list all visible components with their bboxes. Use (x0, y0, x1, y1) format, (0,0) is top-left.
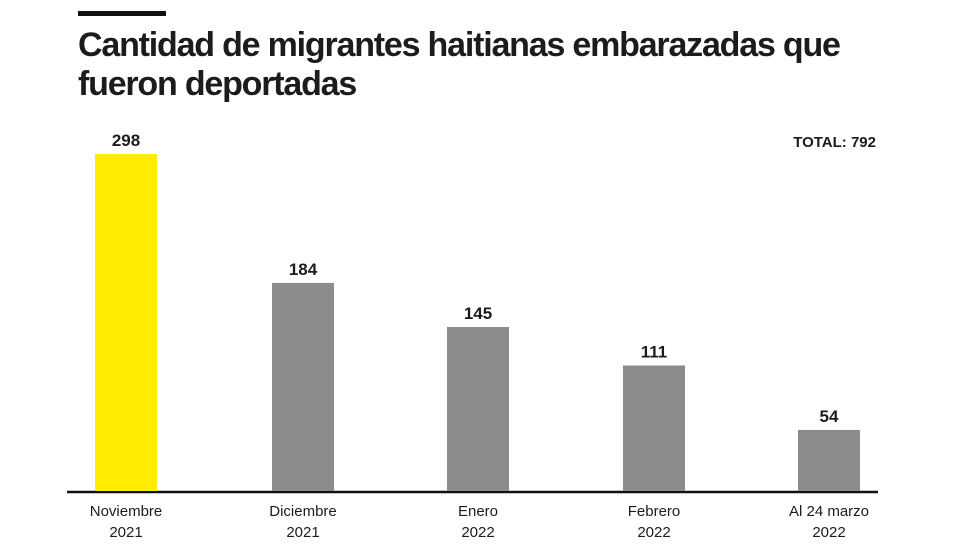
chart-title: Cantidad de migrantes haitianas embaraza… (78, 26, 841, 103)
bar-value-label: 145 (464, 304, 492, 323)
x-tick-label: Al 24 marzo (789, 503, 869, 520)
total-label: TOTAL: 792 (793, 134, 876, 151)
bar (95, 154, 157, 491)
x-tick-label: 2021 (109, 524, 142, 541)
x-tick-label: 2022 (637, 524, 670, 541)
x-tick-label: Noviembre (90, 503, 163, 520)
title-rule (78, 11, 166, 16)
x-tick-label: Diciembre (269, 503, 337, 520)
bar (272, 282, 334, 491)
x-tick-label: 2021 (286, 524, 319, 541)
x-tick-label: Febrero (628, 503, 681, 520)
bar (798, 429, 860, 491)
bar-value-label: 54 (820, 407, 839, 426)
bar-value-label: 298 (112, 131, 140, 150)
bar (447, 327, 509, 491)
x-tick-label: 2022 (461, 524, 494, 541)
bar (623, 365, 685, 491)
bar-value-label: 184 (289, 260, 318, 279)
bar-value-label: 111 (641, 342, 668, 361)
x-tick-label: Enero (458, 503, 498, 520)
x-tick-label: 2022 (812, 524, 845, 541)
